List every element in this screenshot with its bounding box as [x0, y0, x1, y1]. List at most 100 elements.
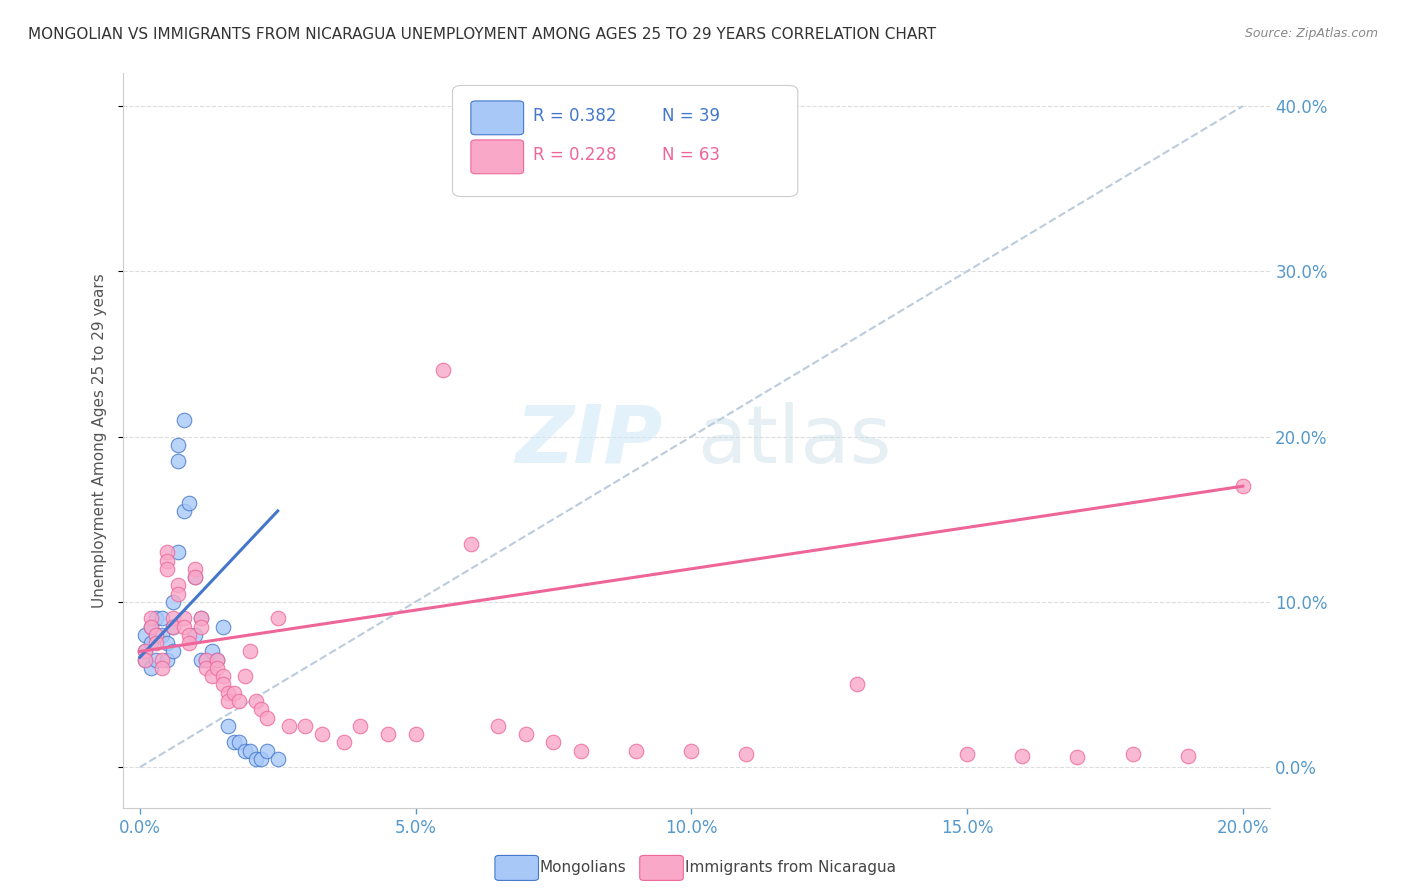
Point	[139, 661, 162, 675]
Text: MONGOLIAN VS IMMIGRANTS FROM NICARAGUA UNEMPLOYMENT AMONG AGES 25 TO 29 YEARS CO: MONGOLIAN VS IMMIGRANTS FROM NICARAGUA U…	[28, 27, 936, 42]
Text: N = 63: N = 63	[662, 145, 720, 163]
FancyBboxPatch shape	[471, 140, 523, 174]
Point	[150, 628, 173, 642]
Text: Mongolians: Mongolians	[540, 860, 627, 874]
Point	[267, 611, 290, 625]
Point	[211, 669, 233, 683]
Point	[190, 611, 212, 625]
Point	[145, 636, 167, 650]
Point	[162, 595, 184, 609]
Point	[150, 653, 173, 667]
Point	[233, 743, 256, 757]
Point	[173, 620, 195, 634]
Point	[156, 545, 179, 559]
Point	[173, 504, 195, 518]
Point	[134, 653, 156, 667]
Point	[250, 702, 273, 716]
Point	[167, 454, 190, 468]
Point	[245, 694, 267, 708]
Point	[205, 653, 228, 667]
Point	[167, 586, 190, 600]
Point	[184, 562, 207, 576]
Point	[311, 727, 333, 741]
Point	[156, 562, 179, 576]
Point	[200, 644, 222, 658]
Text: N = 39: N = 39	[662, 107, 720, 125]
Point	[256, 710, 278, 724]
Point	[294, 719, 316, 733]
Point	[134, 644, 156, 658]
Point	[167, 545, 190, 559]
Point	[184, 628, 207, 642]
Point	[1232, 479, 1254, 493]
Point	[515, 727, 537, 741]
Point	[139, 620, 162, 634]
Point	[233, 669, 256, 683]
Point	[184, 570, 207, 584]
FancyBboxPatch shape	[471, 101, 523, 135]
Point	[256, 743, 278, 757]
Point	[1177, 748, 1199, 763]
Point	[405, 727, 427, 741]
Point	[190, 653, 212, 667]
Point	[205, 661, 228, 675]
Point	[267, 752, 290, 766]
Point	[217, 694, 239, 708]
Point	[145, 653, 167, 667]
Point	[179, 496, 201, 510]
Point	[333, 735, 356, 749]
Point	[569, 743, 592, 757]
Point	[145, 611, 167, 625]
Point	[735, 747, 758, 761]
Point	[162, 620, 184, 634]
Point	[543, 735, 565, 749]
Point	[624, 743, 647, 757]
Text: Immigrants from Nicaragua: Immigrants from Nicaragua	[685, 860, 896, 874]
Point	[349, 719, 371, 733]
Point	[139, 620, 162, 634]
Point	[277, 719, 299, 733]
Point	[190, 620, 212, 634]
Point	[167, 438, 190, 452]
Point	[145, 628, 167, 642]
Point	[956, 747, 979, 761]
Point	[1011, 748, 1033, 763]
Point	[162, 620, 184, 634]
Point	[217, 719, 239, 733]
Point	[460, 537, 482, 551]
Point	[239, 743, 262, 757]
Point	[173, 611, 195, 625]
Point	[150, 661, 173, 675]
Point	[200, 669, 222, 683]
Point	[156, 636, 179, 650]
Point	[239, 644, 262, 658]
Point	[162, 644, 184, 658]
Point	[486, 719, 509, 733]
Point	[195, 653, 218, 667]
Point	[179, 628, 201, 642]
Point	[681, 743, 703, 757]
Point	[156, 553, 179, 567]
Point	[845, 677, 868, 691]
Point	[190, 611, 212, 625]
Point	[211, 620, 233, 634]
Point	[377, 727, 399, 741]
Point	[150, 611, 173, 625]
Point	[156, 653, 179, 667]
Text: atlas: atlas	[697, 401, 891, 480]
Point	[139, 636, 162, 650]
Text: R = 0.228: R = 0.228	[533, 145, 616, 163]
Point	[173, 413, 195, 427]
Point	[205, 653, 228, 667]
Point	[222, 735, 245, 749]
Point	[228, 694, 250, 708]
Point	[134, 628, 156, 642]
Point	[134, 644, 156, 658]
Text: Source: ZipAtlas.com: Source: ZipAtlas.com	[1244, 27, 1378, 40]
Point	[139, 611, 162, 625]
Point	[222, 686, 245, 700]
Point	[1066, 750, 1088, 764]
Point	[228, 735, 250, 749]
Point	[432, 363, 454, 377]
Point	[211, 677, 233, 691]
